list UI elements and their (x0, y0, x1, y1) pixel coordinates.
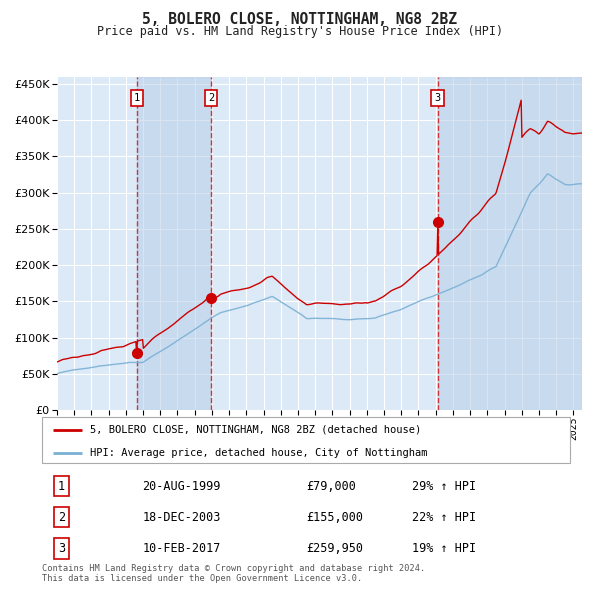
Bar (437, 77, 582, 410)
Text: 2: 2 (58, 511, 65, 524)
Text: 3: 3 (434, 93, 441, 103)
Text: 18-DEC-2003: 18-DEC-2003 (142, 511, 221, 524)
Text: £259,950: £259,950 (306, 542, 363, 555)
FancyBboxPatch shape (42, 417, 570, 463)
Text: 2: 2 (208, 93, 214, 103)
Bar (137, 77, 211, 410)
Text: 22% ↑ HPI: 22% ↑ HPI (412, 511, 476, 524)
Text: 20-AUG-1999: 20-AUG-1999 (142, 480, 221, 493)
Text: 3: 3 (58, 542, 65, 555)
Text: HPI: Average price, detached house, City of Nottingham: HPI: Average price, detached house, City… (89, 448, 427, 458)
Text: 19% ↑ HPI: 19% ↑ HPI (412, 542, 476, 555)
Text: 1: 1 (134, 93, 140, 103)
Text: 10-FEB-2017: 10-FEB-2017 (142, 542, 221, 555)
Text: 29% ↑ HPI: 29% ↑ HPI (412, 480, 476, 493)
Text: Price paid vs. HM Land Registry's House Price Index (HPI): Price paid vs. HM Land Registry's House … (97, 25, 503, 38)
Text: £155,000: £155,000 (306, 511, 363, 524)
Text: 5, BOLERO CLOSE, NOTTINGHAM, NG8 2BZ: 5, BOLERO CLOSE, NOTTINGHAM, NG8 2BZ (143, 12, 458, 27)
Text: £79,000: £79,000 (306, 480, 356, 493)
Text: 1: 1 (58, 480, 65, 493)
Text: Contains HM Land Registry data © Crown copyright and database right 2024.
This d: Contains HM Land Registry data © Crown c… (42, 564, 425, 584)
Text: 5, BOLERO CLOSE, NOTTINGHAM, NG8 2BZ (detached house): 5, BOLERO CLOSE, NOTTINGHAM, NG8 2BZ (de… (89, 425, 421, 435)
